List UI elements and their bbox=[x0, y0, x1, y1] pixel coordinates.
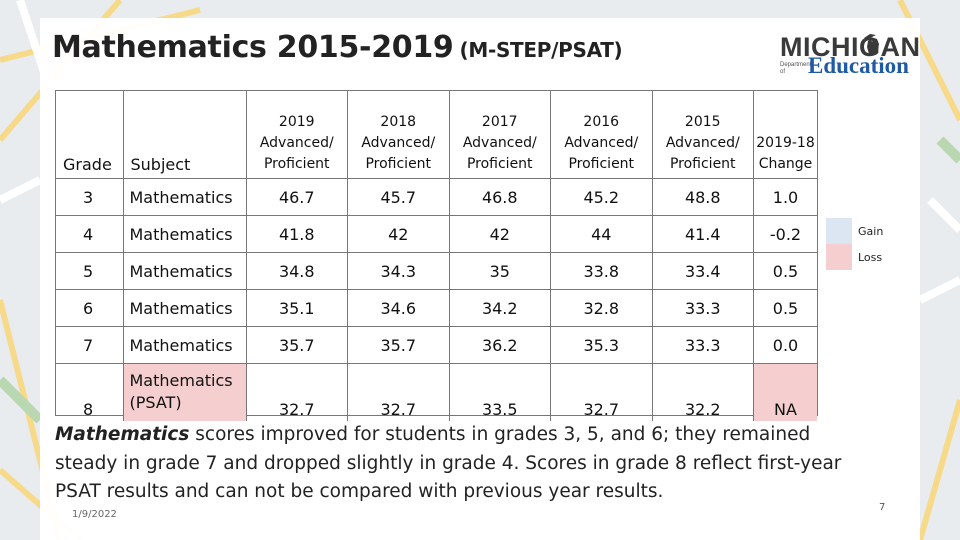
cell-change: 1.0 bbox=[753, 178, 817, 216]
cell-2019: 32.7 bbox=[246, 363, 348, 421]
logo-michigan-text: MICHIGAN bbox=[780, 32, 921, 62]
legend-loss-label: Loss bbox=[858, 250, 883, 264]
header-2018: 2018 Advanced/Proficient bbox=[347, 91, 450, 179]
cell-2015: 41.4 bbox=[652, 215, 754, 253]
legend-loss: Loss bbox=[826, 244, 896, 270]
cell-grade: 8 bbox=[56, 363, 124, 421]
cell-2015: 33.3 bbox=[652, 289, 754, 327]
cell-2017: 42 bbox=[449, 215, 551, 253]
cell-2016: 32.8 bbox=[550, 289, 653, 327]
cell-change: 0.5 bbox=[753, 252, 817, 290]
title-main: Mathematics 2015-2019 bbox=[52, 30, 454, 65]
cell-2019: 35.1 bbox=[246, 289, 348, 327]
cell-2015: 33.3 bbox=[652, 326, 754, 364]
cell-2016: 32.7 bbox=[550, 363, 653, 421]
cell-change: -0.2 bbox=[753, 215, 817, 253]
cell-2015: 48.8 bbox=[652, 178, 754, 216]
table-row: 5 Mathematics 34.8 34.3 35 33.8 33.4 0.5 bbox=[56, 252, 817, 290]
slide-number: 7 bbox=[879, 502, 886, 513]
logo-education-text: Education bbox=[808, 53, 909, 78]
cell-2017: 35 bbox=[449, 252, 551, 290]
cell-2016: 44 bbox=[550, 215, 653, 253]
logo-department-text: Department of bbox=[780, 62, 812, 75]
table-row: 4 Mathematics 41.8 42 42 44 41.4 -0.2 bbox=[56, 215, 817, 253]
header-2016: 2016 Advanced/Proficient bbox=[550, 91, 653, 179]
cell-subject: Mathematics bbox=[123, 215, 247, 253]
cell-2017: 33.5 bbox=[449, 363, 551, 421]
cell-subject: Mathematics (PSAT) bbox=[123, 363, 247, 421]
header-2015: 2015 Advanced/Proficient bbox=[652, 91, 754, 179]
cell-grade: 7 bbox=[56, 326, 124, 364]
cell-2018: 35.7 bbox=[347, 326, 450, 364]
legend: Gain Loss bbox=[826, 218, 896, 270]
cell-subject: Mathematics bbox=[123, 326, 247, 364]
table-header-row: Grade Subject 2019 Advanced/Proficient 20… bbox=[56, 91, 817, 179]
cell-2018: 45.7 bbox=[347, 178, 450, 216]
michigan-education-logo: MICHIGAN Department of Education bbox=[775, 32, 920, 80]
cell-2019: 46.7 bbox=[246, 178, 348, 216]
cell-2017: 34.2 bbox=[449, 289, 551, 327]
cell-change: NA bbox=[753, 363, 817, 421]
cell-grade: 4 bbox=[56, 215, 124, 253]
legend-gain-label: Gain bbox=[858, 224, 884, 238]
cell-change: 0.5 bbox=[753, 289, 817, 327]
cell-2016: 33.8 bbox=[550, 252, 653, 290]
cell-2018: 34.6 bbox=[347, 289, 450, 327]
cell-grade: 6 bbox=[56, 289, 124, 327]
cell-2018: 32.7 bbox=[347, 363, 450, 421]
slide-date: 1/9/2022 bbox=[72, 509, 117, 520]
caption-text: scores improved for students in grades 3… bbox=[55, 424, 842, 502]
cell-2018: 34.3 bbox=[347, 252, 450, 290]
cell-2018: 42 bbox=[347, 215, 450, 253]
legend-gain-swatch bbox=[826, 218, 852, 244]
cell-subject: Mathematics bbox=[123, 289, 247, 327]
scores-table: Grade Subject 2019 Advanced/Proficient 20… bbox=[56, 91, 817, 421]
cell-2017: 36.2 bbox=[449, 326, 551, 364]
caption-lead: Mathematics bbox=[55, 424, 190, 445]
cell-2019: 34.8 bbox=[246, 252, 348, 290]
cell-2019: 35.7 bbox=[246, 326, 348, 364]
cell-2019: 41.8 bbox=[246, 215, 348, 253]
summary-caption: Mathematics scores improved for students… bbox=[55, 421, 845, 507]
header-grade: Grade bbox=[56, 91, 124, 179]
table-row: 6 Mathematics 35.1 34.6 34.2 32.8 33.3 0… bbox=[56, 289, 817, 327]
cell-subject: Mathematics bbox=[123, 252, 247, 290]
cell-2016: 35.3 bbox=[550, 326, 653, 364]
legend-gain: Gain bbox=[826, 218, 896, 244]
cell-2017: 46.8 bbox=[449, 178, 551, 216]
cell-2015: 33.4 bbox=[652, 252, 754, 290]
header-subject: Subject bbox=[123, 91, 247, 179]
scores-table-container: Grade Subject 2019 Advanced/Proficient 20… bbox=[55, 90, 818, 421]
cell-change: 0.0 bbox=[753, 326, 817, 364]
table-row: 7 Mathematics 35.7 35.7 36.2 35.3 33.3 0… bbox=[56, 326, 817, 364]
table-row: 3 Mathematics 46.7 45.7 46.8 45.2 48.8 1… bbox=[56, 178, 817, 216]
cell-grade: 3 bbox=[56, 178, 124, 216]
header-2019: 2019 Advanced/Proficient bbox=[246, 91, 348, 179]
legend-loss-swatch bbox=[826, 244, 852, 270]
cell-2015: 32.2 bbox=[652, 363, 754, 421]
title-sub: (M-STEP/PSAT) bbox=[459, 38, 623, 62]
header-2017: 2017 Advanced/Proficient bbox=[449, 91, 551, 179]
table-row: 8 Mathematics (PSAT) 32.7 32.7 33.5 32.7 … bbox=[56, 363, 817, 421]
michigan-mitten-icon bbox=[864, 34, 879, 54]
cell-grade: 5 bbox=[56, 252, 124, 290]
header-change: 2019-18 Change bbox=[756, 135, 815, 172]
cell-subject: Mathematics bbox=[123, 178, 247, 216]
cell-2016: 45.2 bbox=[550, 178, 653, 216]
slide-title: Mathematics 2015-2019 (M-STEP/PSAT) bbox=[52, 30, 623, 65]
